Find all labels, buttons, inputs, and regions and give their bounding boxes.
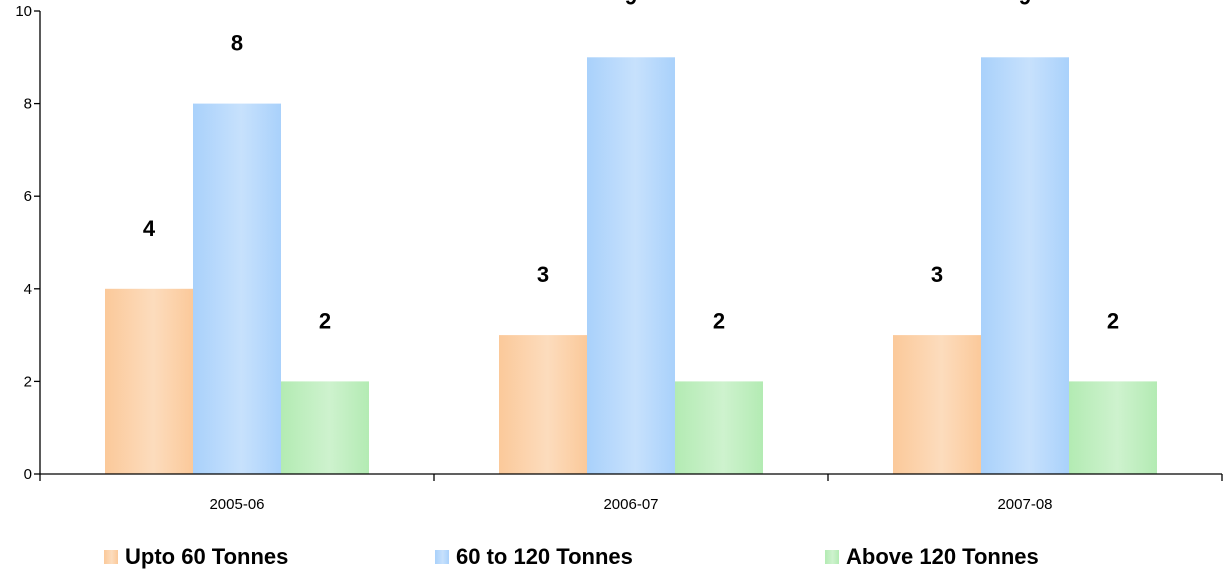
y-tick-label: 8 (24, 96, 32, 113)
y-tick-label: 6 (24, 188, 32, 205)
bar-60-to-120-tonnes-2007-08 (981, 57, 1069, 475)
data-label: 4 (143, 216, 156, 241)
x-tick-label: 2007-08 (997, 496, 1052, 513)
legend-swatch (825, 550, 839, 564)
x-tick-label: 2005-06 (209, 496, 264, 513)
y-tick-label: 2 (24, 373, 32, 390)
data-label: 3 (931, 262, 943, 287)
data-label: 9 (1019, 0, 1031, 9)
data-label: 2 (1107, 308, 1119, 333)
data-label: 8 (231, 31, 243, 56)
legend-label: Upto 60 Tonnes (125, 544, 288, 569)
y-tick-label: 10 (15, 3, 32, 20)
legend-label: 60 to 120 Tonnes (456, 544, 633, 569)
legend-swatch (435, 550, 449, 564)
data-label: 2 (713, 308, 725, 333)
bars-layer (105, 57, 1157, 475)
data-label: 9 (625, 0, 637, 9)
y-tick-label: 4 (24, 281, 32, 298)
bar-60-to-120-tonnes-2006-07 (587, 57, 675, 475)
legend-label: Above 120 Tonnes (846, 544, 1039, 569)
bar-upto-60-tonnes-2006-07 (499, 335, 587, 474)
bar-upto-60-tonnes-2005-06 (105, 288, 193, 474)
data-labels-layer: 4 8 2 3 9 2 3 9 2 (143, 0, 1119, 333)
data-label: 3 (537, 262, 549, 287)
bar-60-to-120-tonnes-2005-06 (193, 103, 281, 474)
bar-above-120-tonnes-2005-06 (281, 381, 369, 474)
bar-above-120-tonnes-2006-07 (675, 381, 763, 474)
axes-layer: 2005-06 2006-07 2007-08 0 2 4 6 8 10 (15, 3, 1223, 513)
bar-upto-60-tonnes-2007-08 (893, 335, 981, 474)
bar-above-120-tonnes-2007-08 (1069, 381, 1157, 474)
legend: Upto 60 Tonnes 60 to 120 Tonnes Above 120 … (104, 544, 1039, 569)
y-tick-label: 0 (24, 466, 32, 483)
legend-swatch (104, 550, 118, 564)
x-tick-label: 2006-07 (603, 496, 658, 513)
data-label: 2 (319, 308, 331, 333)
